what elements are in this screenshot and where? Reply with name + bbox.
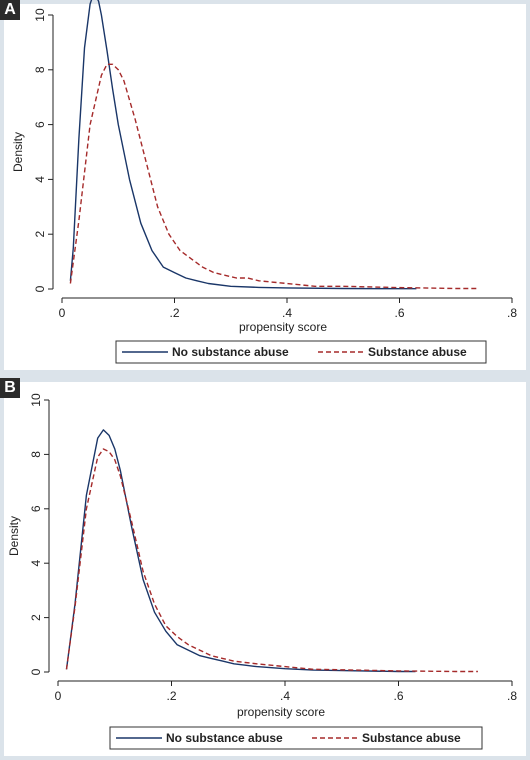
series-line-substance-abuse xyxy=(69,63,479,290)
legend-label-no-substance-abuse: No substance abuse xyxy=(166,731,283,745)
x-axis-title: propensity score xyxy=(239,320,327,334)
x-tick-label: .6 xyxy=(394,306,404,320)
y-tick-label: 10 xyxy=(29,393,43,407)
y-tick-label: 8 xyxy=(29,451,43,458)
x-tick-label: .2 xyxy=(169,306,179,320)
y-tick-label: 4 xyxy=(33,176,47,183)
x-tick-label: .4 xyxy=(280,689,290,703)
y-axis-title: Density xyxy=(7,516,21,556)
series-line-substance-abuse xyxy=(65,448,478,673)
x-tick-label: 0 xyxy=(59,306,66,320)
legend-label-no-substance-abuse: No substance abuse xyxy=(172,345,289,359)
legend-label-substance-abuse: Substance abuse xyxy=(368,345,467,359)
y-tick-label: 2 xyxy=(33,231,47,238)
y-axis-title: Density xyxy=(11,132,25,172)
y-tick-label: 4 xyxy=(29,560,43,567)
legend-label-substance-abuse: Substance abuse xyxy=(362,731,461,745)
legend-box xyxy=(115,340,487,364)
chart-b-svg: 0 2 4 6 8 10 0 .2 .4 .6 .8 Density propensity score N… xyxy=(0,378,530,760)
series-line-no-substance-abuse xyxy=(69,0,417,290)
y-tick-label: 2 xyxy=(29,614,43,621)
legend-box xyxy=(109,726,483,750)
panel-a: 0 2 4 6 8 10 0 .2 .4 .6 .8 Density propensity score N… xyxy=(0,0,530,374)
y-tick-label: 10 xyxy=(33,8,47,22)
y-tick-label: 0 xyxy=(29,668,43,675)
panel-b: 0 2 4 6 8 10 0 .2 .4 .6 .8 Density propensity score N… xyxy=(0,378,530,760)
x-tick-label: .4 xyxy=(282,306,292,320)
x-tick-label: 0 xyxy=(55,689,62,703)
y-tick-label: 6 xyxy=(29,505,43,512)
x-tick-label: .8 xyxy=(507,306,517,320)
panel-letter-a: A xyxy=(0,0,20,20)
panel-frame xyxy=(0,0,530,374)
panel-frame xyxy=(0,378,530,760)
y-tick-label: 8 xyxy=(33,66,47,73)
x-tick-label: .6 xyxy=(393,689,403,703)
x-tick-label: .2 xyxy=(166,689,176,703)
y-tick-label: 6 xyxy=(33,121,47,128)
panel-letter-b: B xyxy=(0,378,20,398)
series-line-no-substance-abuse xyxy=(65,429,416,673)
y-tick-label: 0 xyxy=(33,285,47,292)
x-axis-title: propensity score xyxy=(237,705,325,719)
x-tick-label: .8 xyxy=(507,689,517,703)
chart-a-svg: 0 2 4 6 8 10 0 .2 .4 .6 .8 Density propensity score N… xyxy=(0,0,530,374)
